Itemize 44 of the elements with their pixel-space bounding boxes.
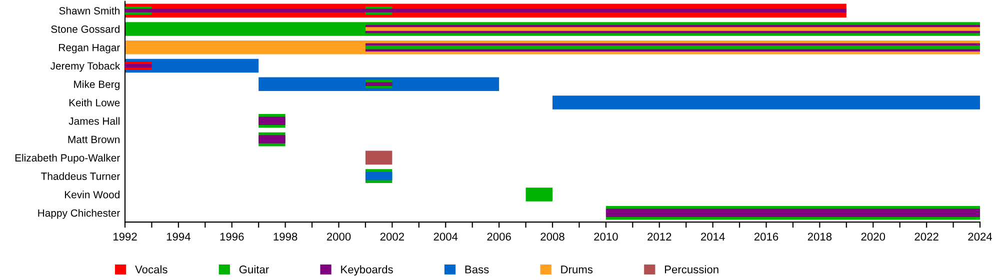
x-tick-label: 2008	[540, 232, 564, 241]
bar	[552, 96, 980, 110]
bar	[258, 77, 500, 92]
x-tick-label: 2014	[701, 232, 725, 241]
y-tick-label: Keith Lowe	[69, 98, 120, 106]
bar	[258, 116, 286, 126]
y-tick-label: Regan Hagar	[59, 44, 120, 54]
bar	[365, 150, 392, 165]
bar	[365, 172, 392, 180]
x-tick-label: 2022	[914, 232, 938, 241]
bar	[606, 208, 980, 217]
x-tick-label: 2004	[434, 232, 458, 241]
x-tick-label: 1994	[166, 232, 190, 241]
y-tick-label: Happy Chichester	[38, 209, 120, 219]
x-tick-label: 2020	[861, 232, 886, 241]
y-tick-label: Mike Berg	[74, 80, 120, 90]
y-tick-label: Kevin Wood	[65, 190, 120, 198]
y-tick-label: Thaddeus Turner	[41, 172, 120, 180]
y-tick-label: Matt Brown	[68, 136, 120, 144]
y-tick-label: Shawn Smith	[59, 6, 120, 14]
x-tick-label: 2016	[754, 232, 778, 241]
legend-label: Bass	[465, 266, 489, 274]
x-tick-label: 2018	[808, 232, 832, 241]
x-tick-label: 2002	[380, 232, 404, 241]
y-tick-label: James Hall	[68, 117, 120, 125]
x-tick-label: 2012	[648, 232, 672, 241]
bar	[526, 188, 552, 202]
x-tick-label: 2024	[968, 232, 992, 241]
x-tick-label: 1996	[220, 232, 244, 241]
y-tick-label: Stone Gossard	[51, 25, 120, 33]
legend-label: Drums	[561, 266, 593, 274]
x-tick-label: 1998	[274, 232, 298, 241]
x-tick-label: 2000	[326, 232, 351, 241]
x-tick-label: 2010	[594, 232, 618, 241]
y-tick-label: Elizabeth Pupo-Walker	[15, 154, 120, 164]
bar	[365, 27, 980, 31]
bar	[258, 135, 286, 144]
x-tick-label: 2006	[487, 232, 511, 241]
x-tick-label: 1992	[113, 232, 137, 241]
legend-label: Guitar	[239, 265, 269, 274]
legend-label: Vocals	[135, 265, 168, 274]
legend-label: Percussion	[664, 265, 718, 274]
legend-label: Keyboards	[341, 265, 393, 276]
y-tick-label: Jeremy Toback	[50, 62, 120, 72]
